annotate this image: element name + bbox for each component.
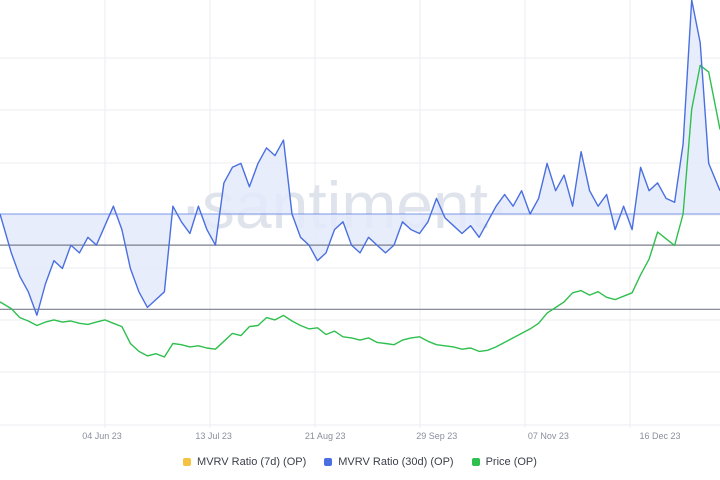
reference-lines <box>0 213 720 310</box>
legend-item-mvrv-30d[interactable]: MVRV Ratio (30d) (OP) <box>324 456 454 468</box>
legend-item-price[interactable]: Price (OP) <box>471 456 537 468</box>
x-tick-label: 07 Nov 23 <box>528 431 569 441</box>
legend: MVRV Ratio (7d) (OP) MVRV Ratio (30d) (O… <box>0 452 720 472</box>
legend-swatch-price <box>471 458 480 466</box>
legend-item-mvrv-7d[interactable]: MVRV Ratio (7d) (OP) <box>183 456 306 468</box>
legend-swatch-mvrv-7d <box>183 458 192 466</box>
legend-swatch-mvrv-30d <box>324 458 333 466</box>
x-tick-label: 13 Jul 23 <box>195 431 232 441</box>
legend-label-mvrv-30d: MVRV Ratio (30d) (OP) <box>338 456 454 468</box>
x-tick-label: 16 Dec 23 <box>639 431 680 441</box>
legend-label-mvrv-7d: MVRV Ratio (7d) (OP) <box>197 456 307 468</box>
series-lines <box>0 0 720 358</box>
price-line <box>0 64 720 358</box>
x-tick-label: 21 Aug 23 <box>305 431 346 441</box>
x-tick-label: 04 Jun 23 <box>82 431 122 441</box>
x-tick-label: 29 Sep 23 <box>416 431 457 441</box>
mvrv-30d-line <box>0 0 720 316</box>
x-axis-ticks: 04 Jun 23 13 Jul 23 21 Aug 23 29 Sep 23 07 N… <box>82 431 680 441</box>
legend-label-price: Price (OP) <box>485 456 537 468</box>
